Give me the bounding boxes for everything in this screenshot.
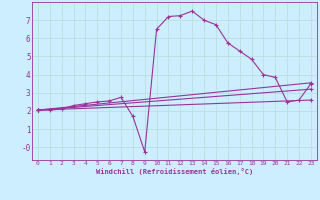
X-axis label: Windchill (Refroidissement éolien,°C): Windchill (Refroidissement éolien,°C) — [96, 168, 253, 175]
